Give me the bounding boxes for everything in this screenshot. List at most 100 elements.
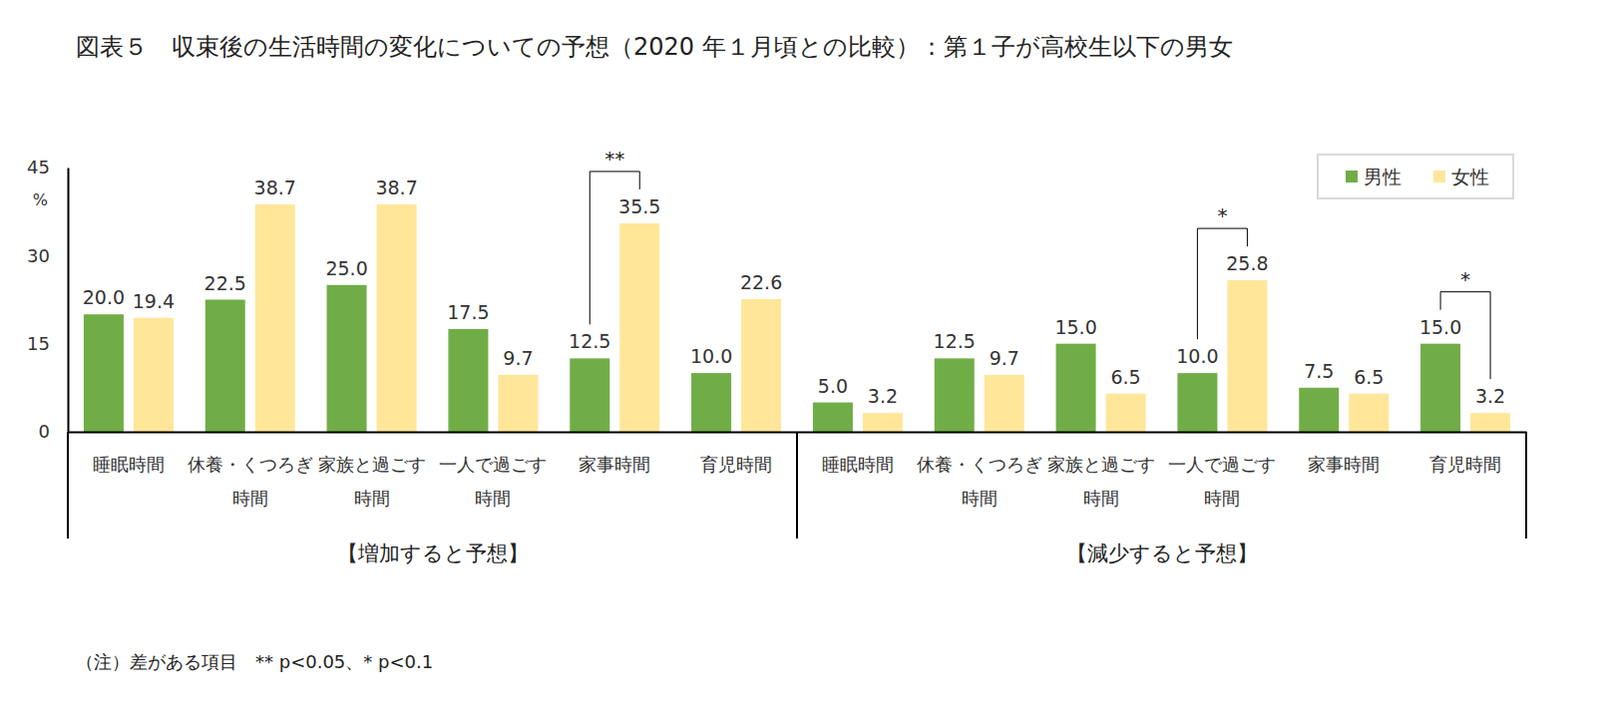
data-label: 9.7 xyxy=(502,347,533,370)
group-label: 【減少すると予想】 xyxy=(1066,541,1258,566)
y-tick: 45 xyxy=(26,156,68,178)
data-label: 9.7 xyxy=(989,347,1020,370)
bars xyxy=(83,204,1511,432)
chart: 図表５ 収束後の生活時間の変化についての予想（2020 年１月頃との比較）：第１… xyxy=(0,0,1600,717)
x-tick-label: 育児時間 xyxy=(700,453,773,475)
bar xyxy=(377,204,417,432)
separator xyxy=(1525,431,1528,539)
bar xyxy=(255,204,296,432)
x-tick-label-line: 時間 xyxy=(961,487,998,509)
significance-bracket xyxy=(589,171,640,325)
bar xyxy=(1420,344,1461,432)
significance-mark: * xyxy=(1460,267,1471,292)
x-tick-label-line: 一人で過ごす xyxy=(438,453,547,475)
x-tick-label-line: 時間 xyxy=(354,487,391,509)
bar xyxy=(1056,344,1097,432)
bar xyxy=(984,375,1025,432)
bar xyxy=(812,402,853,432)
significance-mark: ** xyxy=(604,146,625,171)
data-label: 10.0 xyxy=(1176,345,1218,368)
x-tick-label-line: 一人で過ごす xyxy=(1168,453,1276,475)
x-tick-label-line: 育児時間 xyxy=(1429,453,1502,475)
x-tick: 育児時間 xyxy=(700,453,773,475)
data-label: 25.8 xyxy=(1225,252,1268,275)
data-label: 10.0 xyxy=(690,345,733,368)
bar xyxy=(1226,280,1267,432)
x-tick-label-line: 時間 xyxy=(474,487,511,509)
legend-label: 女性 xyxy=(1451,165,1490,188)
x-tick-label-line: 睡眠時間 xyxy=(92,453,165,475)
x-tick-label: 睡眠時間 xyxy=(821,453,894,475)
data-label: 38.7 xyxy=(254,176,297,199)
x-tick-label: 家族と過ごす時間 xyxy=(1047,453,1156,509)
bar xyxy=(205,300,246,433)
x-tick-label-line: 休養・くつろぎ xyxy=(916,453,1043,475)
x-tick-label-line: 時間 xyxy=(1083,487,1120,509)
x-tick-label: 睡眠時間 xyxy=(92,453,165,475)
y-unit: % xyxy=(32,190,48,210)
x-tick-label-line: 家族と過ごす xyxy=(318,453,426,475)
y-tick-label: 45 xyxy=(26,156,50,178)
data-label: 19.4 xyxy=(132,290,175,313)
bar xyxy=(569,358,610,432)
x-tick: 家事時間 xyxy=(1307,453,1380,475)
x-tick: 睡眠時間 xyxy=(92,453,165,475)
bar xyxy=(497,375,538,432)
data-label: 20.0 xyxy=(82,286,125,309)
x-tick-label: 家事時間 xyxy=(1307,453,1380,475)
data-label: 12.5 xyxy=(568,330,611,353)
data-label: 25.0 xyxy=(325,257,368,280)
data-labels: 20.022.525.017.512.510.05.012.515.010.07… xyxy=(82,176,1506,407)
separator xyxy=(66,431,69,539)
x-tick-label-line: 家事時間 xyxy=(578,453,651,475)
bar xyxy=(133,318,174,432)
x-tick: 家事時間 xyxy=(578,453,651,475)
title: 図表５ 収束後の生活時間の変化についての予想（2020 年１月頃との比較）：第１… xyxy=(75,32,1233,61)
data-label: 35.5 xyxy=(618,195,661,218)
x-tick: 睡眠時間 xyxy=(821,453,894,475)
data-label: 3.2 xyxy=(1475,385,1506,407)
data-label: 12.5 xyxy=(933,330,976,353)
x-tick: 休養・くつろぎ時間 xyxy=(916,453,1043,509)
y-tick: 15 xyxy=(26,333,68,355)
legend-box xyxy=(1317,154,1514,199)
bar xyxy=(327,285,368,432)
bar xyxy=(1177,373,1217,432)
y-axis: 0 15 30 45 xyxy=(26,156,68,442)
y-tick-label: 15 xyxy=(26,333,50,355)
data-label: 3.2 xyxy=(867,385,898,407)
x-tick-label-line: 時間 xyxy=(1203,487,1240,509)
x-tick-label-line: 時間 xyxy=(232,487,269,509)
x-tick: 一人で過ごす時間 xyxy=(438,453,547,509)
x-tick-label: 休養・くつろぎ時間 xyxy=(916,453,1043,509)
significance-mark: * xyxy=(1216,203,1227,228)
x-tick-label: 休養・くつろぎ時間 xyxy=(187,453,314,509)
data-label: 15.0 xyxy=(1419,316,1462,339)
y-tick-label: 30 xyxy=(26,245,50,267)
y-tick-label: 0 xyxy=(38,420,50,442)
x-tick-label: 家族と過ごす時間 xyxy=(318,453,426,509)
bar xyxy=(1470,412,1511,432)
annotations: **** xyxy=(589,146,1491,380)
bar xyxy=(1106,394,1147,432)
data-label: 22.5 xyxy=(204,272,247,295)
x-tick-label-line: 家族と過ごす xyxy=(1047,453,1156,475)
data-label: 22.6 xyxy=(740,271,783,294)
significance-bracket xyxy=(1197,228,1247,340)
x-tick: 休養・くつろぎ時間 xyxy=(187,453,314,509)
legend-swatch xyxy=(1345,170,1358,183)
x-tick-label: 一人で過ごす時間 xyxy=(1168,453,1276,509)
bar xyxy=(934,358,975,432)
data-label: 5.0 xyxy=(817,375,848,398)
data-label: 15.0 xyxy=(1054,316,1097,339)
bar xyxy=(619,223,660,432)
data-label: 6.5 xyxy=(1110,366,1141,389)
bar xyxy=(1298,388,1339,432)
group-label: 【増加すると予想】 xyxy=(337,541,529,566)
x-tick-label: 家事時間 xyxy=(578,453,651,475)
y-axis-line xyxy=(67,168,70,433)
data-label: 38.7 xyxy=(375,176,417,199)
x-tick: 育児時間 xyxy=(1429,453,1502,475)
data-label: 7.5 xyxy=(1303,360,1334,383)
x-tick-label-line: 休養・くつろぎ xyxy=(187,453,314,475)
